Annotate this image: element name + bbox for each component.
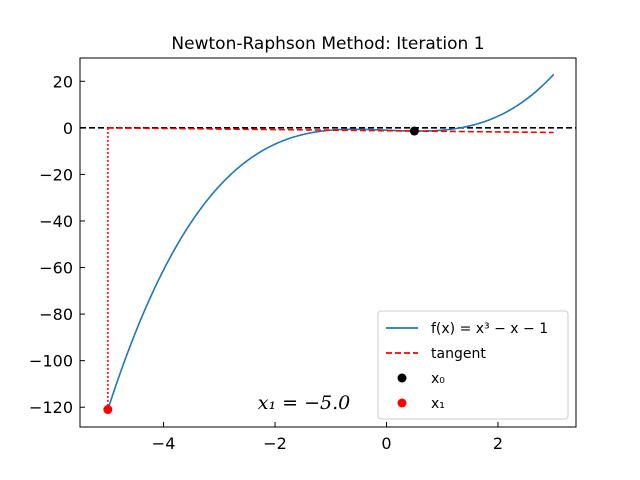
function-curve	[107, 73, 555, 410]
legend-label: x₁	[431, 396, 445, 412]
legend-label: tangent	[431, 346, 486, 362]
iteration-annotation: x₁ = −5.0	[258, 392, 350, 414]
y-tick-label: 0	[63, 119, 73, 138]
x-tick-label: 2	[493, 434, 503, 453]
x0-point	[409, 126, 419, 136]
chart-title: Newton-Raphson Method: Iteration 1	[171, 34, 484, 54]
y-tick-label: −20	[39, 165, 73, 184]
x1-point	[103, 405, 113, 415]
x-tick-label: −2	[263, 434, 287, 453]
y-tick-label: −120	[29, 398, 73, 417]
x-tick-label: 0	[381, 434, 391, 453]
legend-box	[377, 310, 569, 420]
y-tick-label: −80	[39, 305, 73, 324]
legend: f(x) = x³ − x − 1 tangent x₀ x₁	[377, 310, 569, 420]
legend-swatch	[397, 373, 407, 383]
y-tick-label: 20	[53, 72, 73, 91]
tangent-line	[107, 127, 554, 134]
plot-area	[79, 57, 577, 428]
y-tick-label: −100	[29, 352, 73, 371]
legend-swatch	[397, 398, 407, 408]
y-tick-label: −40	[39, 212, 73, 231]
legend-label: f(x) = x³ − x − 1	[431, 321, 548, 337]
y-tick-label: −60	[39, 259, 73, 278]
axes-frame	[79, 57, 577, 428]
x-tick-label: −4	[152, 434, 176, 453]
legend-label: x₀	[431, 371, 445, 387]
